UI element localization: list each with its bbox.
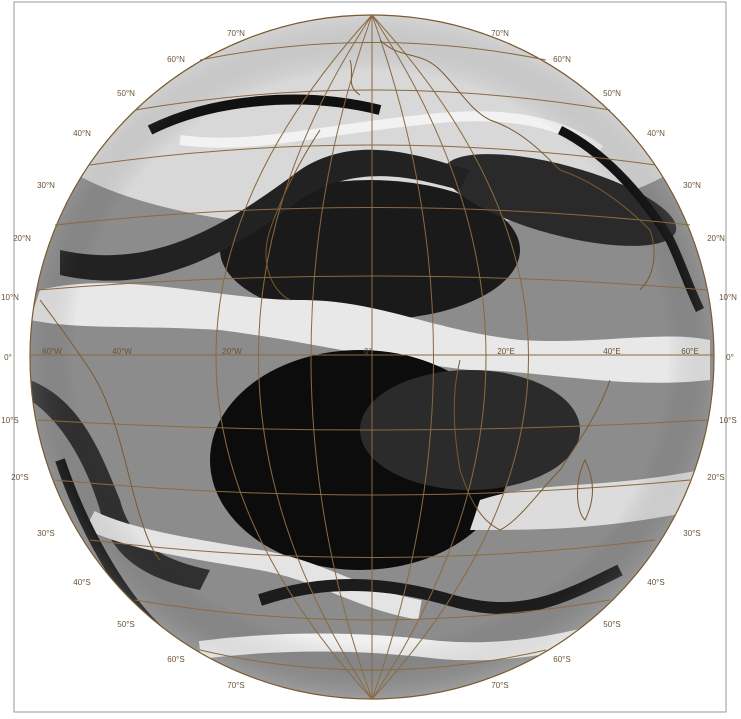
lat-label-right: 20°N: [707, 234, 725, 243]
left-latitude-labels: 70°N 60°N 50°N 40°N 30°N 20°N 10°N 0° 10…: [1, 29, 245, 690]
lat-label-left: 20°N: [13, 234, 31, 243]
lon-label: 60°W: [42, 347, 62, 356]
lat-label-left: 10°S: [1, 416, 18, 425]
lat-label-right: 70°N: [491, 29, 509, 38]
lat-label-right: 40°S: [647, 578, 664, 587]
lat-label-right: 10°N: [719, 293, 737, 302]
lat-label-left: 70°N: [227, 29, 245, 38]
image-border: [13, 1, 727, 713]
lat-label-left: 30°S: [37, 529, 54, 538]
lat-label-left: 60°N: [167, 55, 185, 64]
lat-label-left: 40°N: [73, 129, 91, 138]
lat-label-left: 50°N: [117, 89, 135, 98]
lat-label-right: 30°S: [683, 529, 700, 538]
lon-label: 40°E: [603, 347, 620, 356]
lon-label: 60°E: [681, 347, 698, 356]
lat-label-left: 70°S: [227, 681, 244, 690]
lon-label: 20°W: [222, 347, 242, 356]
lat-label-left: 20°S: [11, 473, 28, 482]
lat-label-left: 10°N: [1, 293, 19, 302]
lat-label-left: 30°N: [37, 181, 55, 190]
lat-label-left: 60°S: [167, 655, 184, 664]
lat-label-right: 60°N: [553, 55, 571, 64]
lon-label: 0°: [364, 347, 372, 356]
lat-label-right: 70°S: [491, 681, 508, 690]
lat-label-right: 20°S: [707, 473, 724, 482]
lat-label-right: 60°S: [553, 655, 570, 664]
lon-label: 20°E: [497, 347, 514, 356]
lat-label-left: 0°: [4, 353, 12, 362]
lat-label-right: 10°S: [719, 416, 736, 425]
lon-label: 40°W: [112, 347, 132, 356]
right-latitude-labels: 70°N 60°N 50°N 40°N 30°N 20°N 10°N 0° 10…: [491, 29, 737, 690]
lat-label-left: 40°S: [73, 578, 90, 587]
lat-label-right: 40°N: [647, 129, 665, 138]
lat-label-right: 30°N: [683, 181, 701, 190]
lat-label-left: 50°S: [117, 620, 134, 629]
meridian-labels: 60°W 40°W 20°W 0° 20°E 40°E 60°E: [42, 347, 699, 356]
coastlines: [39, 39, 655, 561]
graticule: [30, 14, 714, 700]
lat-label-right: 0°: [726, 353, 734, 362]
lat-label-right: 50°N: [603, 89, 621, 98]
lat-label-right: 50°S: [603, 620, 620, 629]
